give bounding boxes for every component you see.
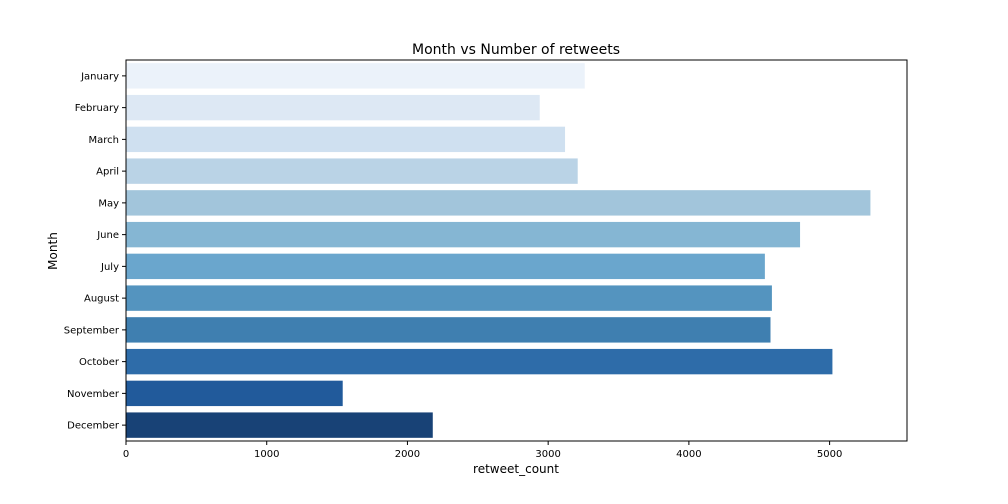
y-tick-label: January xyxy=(80,71,119,82)
bar-april xyxy=(126,158,578,184)
y-tick-label: August xyxy=(84,294,119,305)
x-tick-label: 0 xyxy=(123,449,129,460)
y-tick-label: March xyxy=(89,135,119,146)
y-tick-label: September xyxy=(64,325,120,336)
x-tick-label: 1000 xyxy=(254,449,279,460)
bars-group xyxy=(126,63,871,438)
y-tick-label: July xyxy=(100,262,119,273)
x-tick-label: 5000 xyxy=(817,449,842,460)
bar-may xyxy=(126,190,871,216)
bar-november xyxy=(126,380,343,407)
y-tick-label: May xyxy=(98,198,119,209)
bar-july xyxy=(126,253,765,280)
bar-january xyxy=(126,63,585,89)
y-axis-label: Month xyxy=(46,232,60,270)
plot-frame xyxy=(125,59,908,442)
x-axis-ticks: 0 1000 2000 3000 4000 5000 xyxy=(123,441,842,460)
bar-february xyxy=(126,94,540,121)
x-axis-label: retweet_count xyxy=(473,462,559,476)
x-tick-label: 4000 xyxy=(676,449,701,460)
bar-june xyxy=(126,221,801,248)
chart-title: Month vs Number of retweets xyxy=(412,42,620,58)
bar-october xyxy=(126,348,833,375)
bar-september xyxy=(126,317,771,343)
bar-march xyxy=(126,126,566,153)
x-tick-label: 2000 xyxy=(395,449,420,460)
bar-december xyxy=(126,412,433,438)
y-tick-label: June xyxy=(96,230,119,241)
y-tick-label: October xyxy=(79,357,120,368)
y-tick-label: February xyxy=(75,103,119,114)
y-tick-label: December xyxy=(67,421,120,432)
y-tick-label: April xyxy=(96,167,119,178)
x-tick-label: 3000 xyxy=(535,449,560,460)
bar-august xyxy=(126,285,772,311)
y-tick-label: November xyxy=(67,389,120,400)
y-axis-ticks: January February March April May June July Augu… xyxy=(64,71,126,432)
